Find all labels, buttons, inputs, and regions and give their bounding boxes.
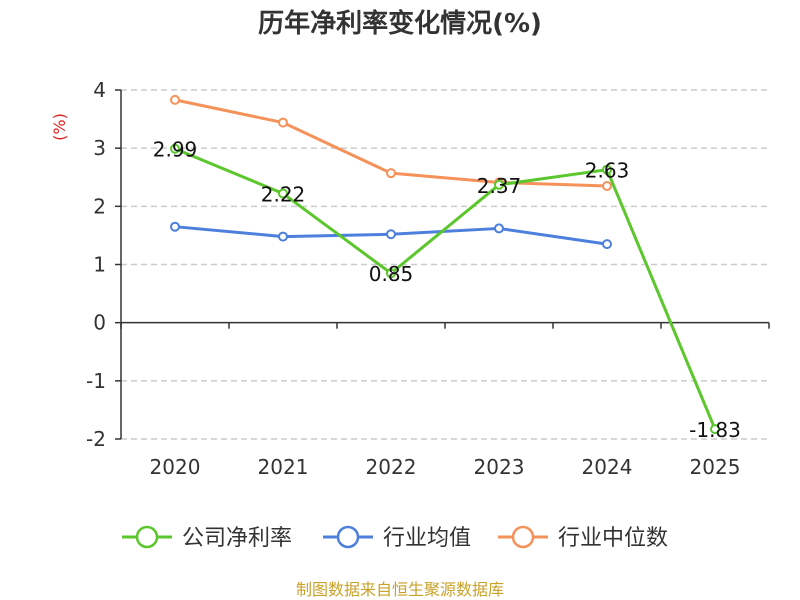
legend-item: 行业中位数 <box>498 525 668 551</box>
grid <box>121 89 769 440</box>
data-point <box>386 268 396 279</box>
data-point <box>386 168 396 179</box>
x-tick-label: 2021 <box>258 455 309 479</box>
legend-label: 公司净利率 <box>182 526 292 551</box>
chart-title: 历年净利率变化情况(%) <box>258 8 542 39</box>
x-tick-label: 2020 <box>150 455 201 479</box>
y-axis-unit: (%) <box>50 113 69 141</box>
data-point <box>170 94 180 105</box>
x-tick-label: 2024 <box>582 455 633 479</box>
data-point <box>278 117 288 128</box>
y-tick-label: 2 <box>93 194 106 218</box>
data-label: 0.85 <box>369 262 414 286</box>
legend-marker <box>511 525 535 549</box>
legend-label: 行业均值 <box>383 526 471 551</box>
axes: 4 3 2 1 0 -1 -2 2020 2021 2022 2023 2024 2025 <box>86 78 770 479</box>
data-point <box>602 239 612 250</box>
data-point <box>494 223 504 234</box>
data-label: 2.63 <box>585 159 630 183</box>
data-label: 2.99 <box>153 138 198 162</box>
data-point <box>602 164 612 175</box>
y-tick-label: 3 <box>93 136 106 160</box>
y-tick-label: -2 <box>86 427 106 451</box>
x-tick-label: 2025 <box>690 455 741 479</box>
data-label: 2.37 <box>477 174 522 198</box>
series-1 <box>170 143 720 435</box>
y-tick-label: -1 <box>86 369 106 393</box>
data-point <box>602 180 612 191</box>
y-tick-label: 4 <box>93 78 106 102</box>
data-point <box>278 188 288 199</box>
legend-item: 公司净利率 <box>122 525 292 551</box>
data-label: 2.22 <box>261 183 306 207</box>
legend-label: 行业中位数 <box>558 526 668 551</box>
x-tick-label: 2023 <box>474 455 525 479</box>
y-tick-label: 0 <box>93 311 106 335</box>
source-note: 制图数据来自恒生聚源数据库 <box>296 580 504 599</box>
series-line <box>174 147 717 430</box>
y-tick-label: 1 <box>93 253 106 277</box>
data-point <box>170 221 180 232</box>
data-label: -1.83 <box>689 418 741 442</box>
data-point <box>170 143 180 154</box>
data-point <box>494 179 504 190</box>
legend-marker <box>135 525 159 549</box>
legend: 公司净利率 行业均值 行业中位数 <box>122 525 668 551</box>
data-labels: 2.99 2.22 0.85 2.37 2.63 -1.83 <box>153 138 741 442</box>
series <box>170 94 720 435</box>
legend-marker <box>336 525 360 549</box>
data-point <box>386 229 396 240</box>
legend-item: 行业均值 <box>323 525 471 551</box>
data-point <box>710 424 720 435</box>
x-tick-label: 2022 <box>366 455 417 479</box>
series-2 <box>170 221 612 250</box>
data-point <box>278 231 288 242</box>
